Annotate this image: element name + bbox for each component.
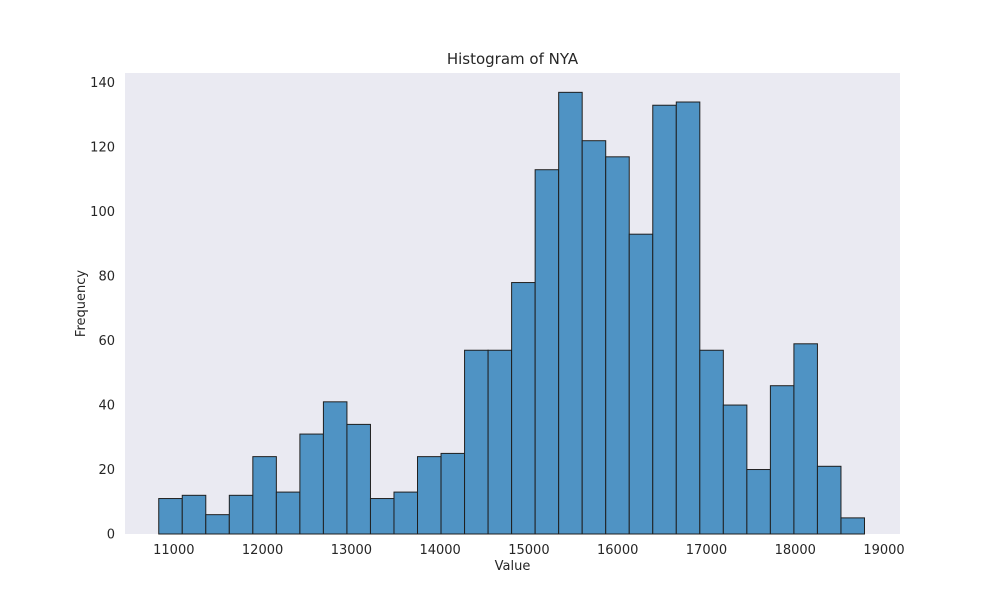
histogram-bar [440, 452, 466, 535]
x-tick-label: 14000 [419, 543, 460, 558]
histogram-bar [816, 465, 842, 535]
histogram-bar [793, 343, 818, 535]
histogram-bar [228, 494, 254, 535]
y-axis-ticks: 0 20 40 60 80 100 120 140 [90, 76, 115, 542]
x-tick-label: 17000 [686, 543, 727, 558]
x-tick-label: 12000 [242, 543, 283, 558]
x-axis-label: Value [495, 559, 531, 574]
histogram-bar [511, 282, 536, 535]
y-tick-label: 40 [98, 399, 115, 414]
histogram-bar [252, 456, 277, 535]
histogram-bar [675, 101, 701, 535]
x-tick-label: 18000 [775, 543, 816, 558]
histogram-bar [369, 498, 395, 535]
x-tick-label: 11000 [153, 543, 194, 558]
histogram-bar [746, 469, 771, 535]
y-tick-label: 100 [90, 205, 115, 220]
histogram-bar [722, 404, 748, 535]
y-tick-label: 120 [90, 141, 115, 156]
y-axis-label: Frequency [74, 270, 89, 337]
chart-title: Histogram of NYA [447, 50, 579, 68]
x-tick-label: 16000 [597, 543, 638, 558]
histogram-bar [652, 104, 677, 535]
histogram-bar [393, 491, 419, 535]
histogram-bar [534, 169, 560, 535]
histogram-bar [605, 156, 630, 535]
histogram-bar [581, 140, 607, 535]
x-axis-ticks: 11000 12000 13000 14000 15000 16000 17000 18000… [153, 543, 905, 558]
histogram-bar [699, 349, 724, 535]
histogram-bar [628, 233, 654, 535]
histogram-bar [299, 433, 324, 535]
y-tick-label: 0 [107, 528, 115, 543]
histogram-bar [322, 401, 348, 535]
histogram-bar [158, 498, 183, 535]
y-tick-label: 80 [98, 270, 115, 285]
histogram-bar [558, 91, 583, 535]
histogram-bar [181, 494, 207, 535]
histogram-bar [275, 491, 301, 535]
y-tick-label: 60 [98, 334, 115, 349]
x-tick-label: 15000 [508, 543, 549, 558]
histogram-bar [417, 456, 442, 535]
histogram-bar [205, 514, 230, 535]
y-tick-label: 140 [90, 76, 115, 91]
histogram-bar [487, 349, 513, 535]
y-tick-label: 20 [98, 463, 115, 478]
histogram-bar [769, 385, 795, 535]
histogram-bar [346, 423, 371, 535]
x-tick-label: 19000 [863, 543, 904, 558]
histogram-bar [464, 349, 489, 535]
bars-group [158, 91, 865, 535]
histogram-bar [840, 517, 865, 535]
x-tick-label: 13000 [331, 543, 372, 558]
